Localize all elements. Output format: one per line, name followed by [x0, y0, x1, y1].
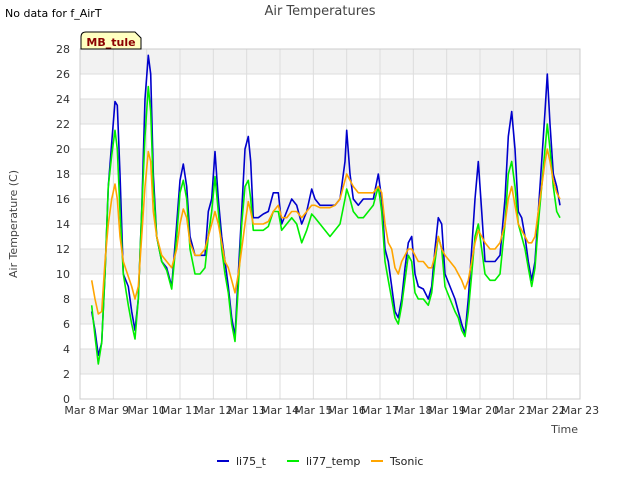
x-tick-label: Mar 21 [494, 404, 532, 417]
x-tick-label: Mar 17 [361, 404, 399, 417]
y-axis-label: Air Temperature (C) [7, 170, 20, 278]
x-tick-label: Mar 22 [528, 404, 566, 417]
x-tick-label: Mar 13 [228, 404, 266, 417]
y-tick-label: 22 [56, 118, 70, 131]
x-tick-label: Mar 16 [328, 404, 366, 417]
y-tick-label: 26 [56, 68, 70, 81]
y-tick-label: 4 [63, 343, 70, 356]
x-tick-label: Mar 9 [98, 404, 129, 417]
background-band [80, 149, 580, 174]
y-tick-label: 16 [56, 193, 70, 206]
data-series [90, 54, 561, 365]
x-tick-label: Mar 12 [194, 404, 232, 417]
x-axis-label: Time [550, 423, 578, 436]
y-tick-label: 28 [56, 43, 70, 56]
y-tick-label: 2 [63, 368, 70, 381]
y-tick-label: 24 [56, 93, 70, 106]
x-tick-label: Mar 19 [428, 404, 466, 417]
y-tick-label: 0 [63, 393, 70, 406]
background-band [80, 99, 580, 124]
background-band [80, 349, 580, 374]
plot-frame [79, 48, 581, 400]
legend-label: Tsonic [389, 455, 423, 468]
y-tick-label: 10 [56, 268, 70, 281]
x-tick-label: Mar 14 [261, 404, 299, 417]
x-tick-label: Mar 11 [161, 404, 199, 417]
legend-label: li77_temp [306, 455, 360, 468]
background-bands [80, 49, 580, 374]
legend: li75_t li77_temp Tsonic [217, 455, 423, 468]
no-data-note: No data for f_AirT [5, 7, 102, 20]
background-band [80, 299, 580, 324]
x-tick-label: Mar 20 [461, 404, 499, 417]
y-tick-label: 8 [63, 293, 70, 306]
y-tick-label: 14 [56, 218, 70, 231]
site-badge-label: MB_tule [86, 36, 135, 49]
background-band [80, 199, 580, 224]
background-band [80, 249, 580, 274]
series-line-Tsonic [90, 148, 561, 315]
series-line-li77-temp [90, 85, 561, 365]
x-tick-label: Mar 18 [394, 404, 432, 417]
x-tick-label: Mar 15 [294, 404, 332, 417]
y-tick-label: 20 [56, 143, 70, 156]
y-tick-label: 6 [63, 318, 70, 331]
x-tick-label: Mar 23 [561, 404, 599, 417]
chart-title: Air Temperatures [264, 4, 375, 19]
x-tick-label: Mar 8 [64, 404, 95, 417]
x-tick-label: Mar 10 [128, 404, 166, 417]
background-band [80, 49, 580, 74]
site-badge: MB_tule [80, 31, 142, 50]
y-tick-label: 12 [56, 243, 70, 256]
legend-label: li75_t [236, 455, 267, 468]
y-tick-label: 18 [56, 168, 70, 181]
